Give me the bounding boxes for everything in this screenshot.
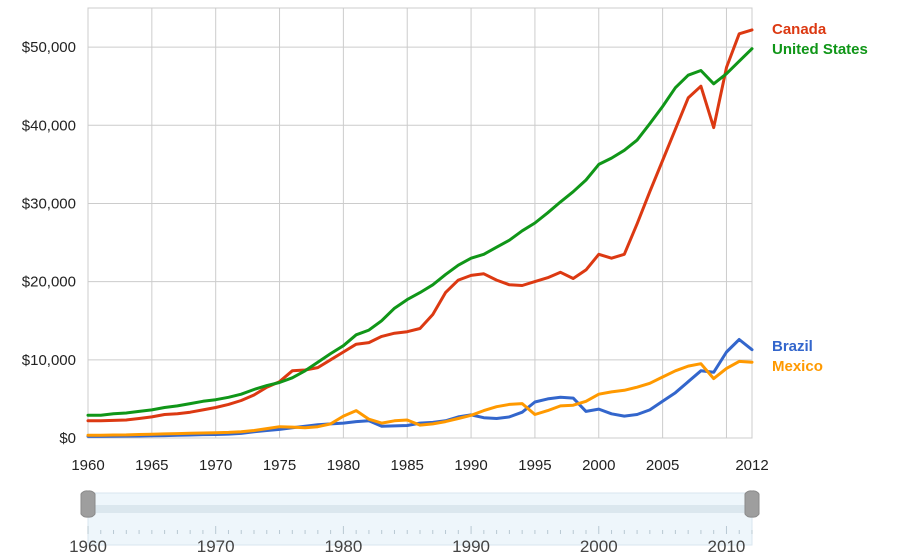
legend-item-united-states[interactable]: United States: [772, 41, 868, 58]
x-tick-label: 1960: [71, 457, 104, 474]
y-tick-label: $10,000: [22, 352, 76, 369]
slider-tick-label: 2000: [580, 537, 618, 556]
slider-selection-bar: [88, 505, 752, 513]
slider-start-handle[interactable]: [80, 490, 96, 518]
x-tick-label: 1980: [327, 457, 360, 474]
y-tick-label: $20,000: [22, 274, 76, 291]
slider-tick-label: 1960: [69, 537, 107, 556]
slider-tick-label: 1980: [324, 537, 362, 556]
series-line-brazil[interactable]: [86, 338, 754, 438]
x-tick-label: 1965: [135, 457, 168, 474]
legend: Canada United States Brazil Mexico: [772, 21, 868, 375]
series-lines: [86, 28, 754, 438]
y-tick-label: $40,000: [22, 117, 76, 134]
time-slider[interactable]: 1960 1970 1980 1990 2000 2010: [69, 490, 760, 556]
x-tick-label: 1995: [518, 457, 551, 474]
legend-item-mexico[interactable]: Mexico: [772, 358, 823, 375]
series-line-mexico[interactable]: [86, 359, 754, 437]
x-tick-label: 2000: [582, 457, 615, 474]
slider-tick-label: 1990: [452, 537, 490, 556]
series-line-canada[interactable]: [86, 28, 754, 423]
x-tick-label: 2005: [646, 457, 679, 474]
gridlines: [87, 7, 753, 439]
slider-track[interactable]: [87, 492, 753, 546]
y-axis-ticks: $0 $10,000 $20,000 $30,000 $40,000 $50,000: [22, 39, 76, 447]
y-tick-label: $30,000: [22, 195, 76, 212]
slider-tick-label: 1970: [197, 537, 235, 556]
slider-end-handle[interactable]: [744, 490, 760, 518]
legend-item-brazil[interactable]: Brazil: [772, 338, 813, 355]
x-axis-ticks: 1960 1965 1970 1975 1980 1985 1990 1995 2000 2005…: [71, 457, 768, 474]
x-tick-label: 1990: [454, 457, 487, 474]
y-tick-label: $50,000: [22, 39, 76, 56]
plot-area-frame: [87, 7, 753, 439]
legend-item-canada[interactable]: Canada: [772, 21, 827, 38]
x-tick-label: 1975: [263, 457, 296, 474]
series-line-united-states[interactable]: [86, 47, 754, 417]
slider-tick-label: 2010: [708, 537, 746, 556]
x-tick-label: 1970: [199, 457, 232, 474]
x-tick-label: 2012: [735, 457, 768, 474]
y-tick-label: $0: [59, 430, 76, 447]
x-tick-label: 1985: [391, 457, 424, 474]
